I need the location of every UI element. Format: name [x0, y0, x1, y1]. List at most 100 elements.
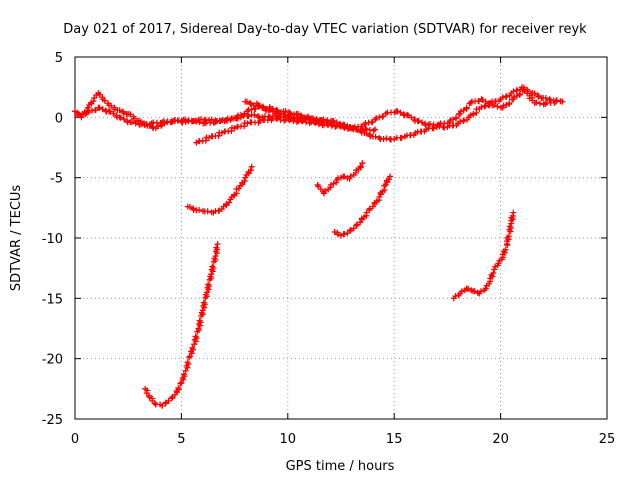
- data-marker: [294, 110, 301, 117]
- data-marker: [282, 108, 289, 115]
- data-marker: [256, 102, 263, 109]
- data-marker: [290, 118, 297, 125]
- series-arc-8: [331, 173, 393, 239]
- data-marker: [467, 112, 474, 119]
- data-marker: [177, 380, 184, 387]
- data-marker: [192, 117, 199, 124]
- data-marker: [334, 231, 341, 238]
- y-tick-label: -15: [42, 292, 63, 307]
- data-marker: [247, 167, 254, 174]
- data-marker: [192, 333, 199, 340]
- data-marker: [376, 134, 383, 141]
- data-marker: [110, 110, 117, 117]
- data-marker: [220, 203, 227, 210]
- data-point: [242, 174, 249, 181]
- data-marker: [494, 103, 501, 110]
- series-arc-9: [450, 209, 517, 302]
- data-marker: [503, 101, 510, 108]
- x-tick-label: 15: [386, 432, 403, 447]
- data-point: [235, 185, 242, 192]
- y-tick-label: 5: [55, 51, 63, 66]
- data-marker: [281, 111, 288, 118]
- data-marker: [341, 124, 348, 131]
- data-marker: [385, 176, 392, 183]
- data-point: [244, 120, 251, 127]
- data-marker: [272, 115, 279, 122]
- data-marker: [542, 95, 549, 102]
- data-marker: [471, 288, 478, 295]
- data-marker: [180, 371, 187, 378]
- data-marker: [418, 119, 425, 126]
- data-marker: [184, 359, 191, 366]
- data-marker: [274, 107, 281, 114]
- data-marker: [500, 102, 507, 109]
- data-marker: [341, 173, 348, 180]
- data-marker: [311, 117, 318, 124]
- x-axis-label: GPS time / hours: [286, 459, 395, 474]
- data-marker: [337, 123, 344, 130]
- data-point: [186, 353, 193, 360]
- data-marker: [372, 133, 379, 140]
- series-arc-1: [72, 84, 566, 143]
- y-tick-label: 0: [55, 111, 63, 126]
- data-marker: [354, 126, 361, 133]
- x-tick-label: 20: [492, 432, 509, 447]
- data-marker: [208, 116, 215, 123]
- data-marker: [477, 288, 484, 295]
- data-marker: [349, 124, 356, 131]
- data-marker: [266, 114, 273, 121]
- data-marker: [99, 106, 106, 113]
- data-marker: [398, 134, 405, 141]
- data-marker: [189, 344, 196, 351]
- data-marker: [408, 114, 415, 121]
- data-marker: [182, 116, 189, 123]
- data-marker: [127, 111, 134, 118]
- data-marker: [447, 117, 454, 124]
- data-marker: [303, 119, 310, 126]
- data-point: [467, 99, 474, 106]
- data-point: [159, 402, 166, 409]
- data-marker: [96, 104, 103, 111]
- data-marker: [482, 98, 489, 105]
- data-marker: [108, 102, 115, 109]
- data-marker: [450, 116, 457, 123]
- axis-ticks: 0 5 10 15 20 25 5 0 -5 -10 -15 -20 -25: [42, 51, 616, 447]
- data-marker: [341, 230, 348, 237]
- data-marker: [285, 116, 292, 123]
- y-tick-label: -10: [42, 232, 63, 247]
- data-point: [182, 367, 189, 374]
- data-marker: [128, 119, 135, 126]
- data-marker: [505, 233, 512, 240]
- data-marker: [196, 317, 203, 324]
- x-tick-label: 5: [177, 432, 185, 447]
- data-point: [386, 173, 393, 180]
- data-marker: [226, 199, 233, 206]
- data-marker: [90, 98, 97, 105]
- data-marker: [458, 288, 465, 295]
- series-arc-2: [74, 86, 559, 132]
- data-marker: [511, 94, 518, 101]
- data-marker: [269, 105, 276, 112]
- data-marker: [277, 116, 284, 123]
- data-marker: [243, 98, 250, 105]
- data-marker: [107, 108, 114, 115]
- data-marker: [336, 122, 343, 129]
- data-marker: [299, 118, 306, 125]
- data-marker: [397, 109, 404, 116]
- x-tick-label: 25: [599, 432, 616, 447]
- data-marker: [185, 117, 192, 124]
- data-marker: [120, 109, 127, 116]
- data-marker: [186, 203, 193, 210]
- data-marker: [405, 112, 412, 119]
- data-marker: [223, 200, 230, 207]
- data-point: [318, 119, 325, 126]
- data-point: [391, 136, 398, 143]
- data-point: [257, 117, 264, 124]
- data-marker: [513, 93, 520, 100]
- data-marker: [479, 96, 486, 103]
- data-marker: [298, 113, 305, 120]
- data-marker: [463, 104, 470, 111]
- data-marker: [120, 116, 127, 123]
- data-marker: [175, 385, 182, 392]
- series-arc-5: [142, 241, 221, 409]
